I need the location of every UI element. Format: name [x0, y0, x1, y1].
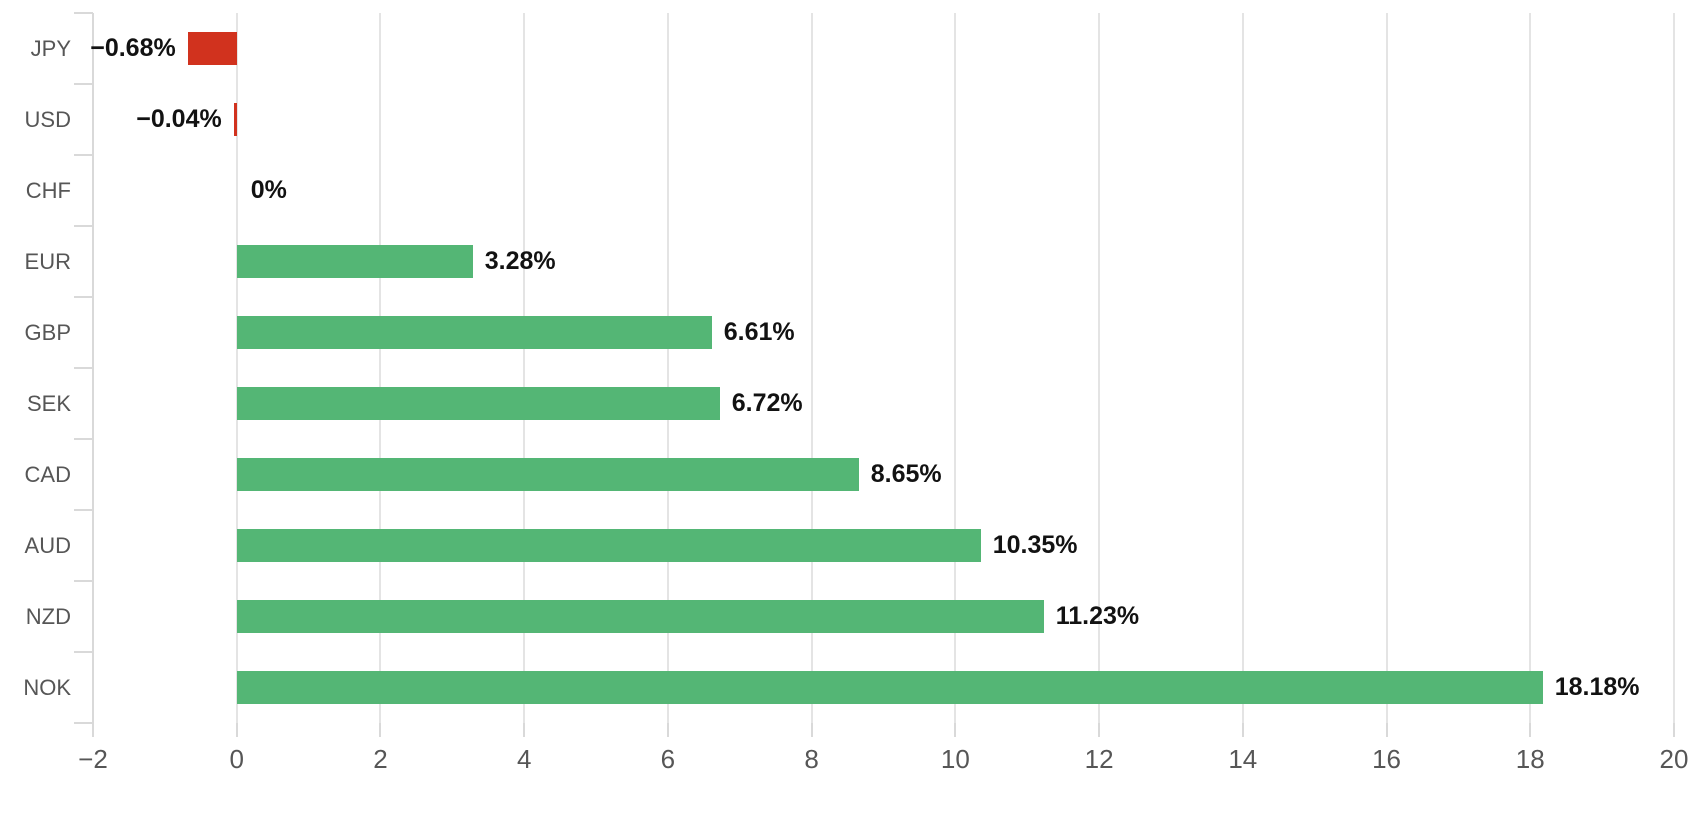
bar-gbp[interactable]	[236, 316, 712, 349]
gridline-6	[666, 13, 669, 723]
y-axis-tick-6	[74, 438, 93, 440]
category-label-sek: SEK	[26, 390, 71, 416]
bar-aud[interactable]	[236, 529, 981, 562]
x-tick-label-18: 18	[1515, 744, 1545, 774]
x-axis-tick-20	[1673, 723, 1675, 737]
value-label-cad: 8.65%	[870, 460, 942, 488]
y-axis-tick-3	[74, 225, 93, 227]
x-tick-label-16: 16	[1372, 744, 1401, 774]
y-axis-line	[92, 13, 94, 723]
x-tick-label-2: 2	[373, 744, 388, 774]
y-axis-tick-2	[74, 154, 93, 156]
bar-nzd[interactable]	[236, 600, 1044, 633]
category-label-jpy: JPY	[30, 35, 71, 61]
x-axis-tick-8	[810, 723, 813, 737]
y-axis-tick-9	[74, 651, 93, 653]
value-label-chf: 0%	[250, 176, 287, 204]
gridline-10	[954, 13, 957, 723]
y-axis-tick-7	[74, 509, 93, 511]
category-label-gbp: GBP	[24, 319, 71, 345]
gridline-12	[1098, 13, 1101, 723]
bar-eur[interactable]	[236, 245, 473, 278]
value-label-gbp: 6.61%	[723, 318, 795, 346]
gridline-14	[1241, 13, 1244, 723]
bar-cad[interactable]	[236, 458, 859, 491]
gridline-0	[235, 13, 238, 723]
category-label-aud: AUD	[24, 532, 71, 558]
x-tick-label--2: −2	[78, 744, 108, 774]
gridline-2	[379, 13, 382, 723]
bar-sek[interactable]	[236, 387, 720, 420]
bar-jpy[interactable]	[187, 32, 237, 65]
y-axis-tick-5	[74, 367, 93, 369]
y-axis-tick-8	[74, 580, 93, 582]
y-axis-tick-10	[74, 722, 93, 724]
category-label-usd: USD	[24, 106, 71, 132]
y-axis-tick-4	[74, 296, 93, 298]
value-label-jpy: −0.68%	[90, 34, 176, 62]
x-axis-tick--2	[92, 723, 94, 737]
category-label-chf: CHF	[25, 177, 71, 203]
x-tick-label-12: 12	[1084, 744, 1114, 774]
x-axis-tick-4	[523, 723, 526, 737]
value-label-usd: −0.04%	[136, 105, 222, 133]
gridline-20	[1673, 13, 1675, 723]
x-axis-tick-2	[379, 723, 382, 737]
x-axis-tick-16	[1385, 723, 1388, 737]
value-label-nok: 18.18%	[1554, 673, 1640, 701]
gridline-4	[523, 13, 526, 723]
value-label-sek: 6.72%	[731, 389, 803, 417]
plot-area: −2 0 2 4 6 8 10 12 14 16 18 20 JPY −0.68% USD −0.04% CHF…	[23, 12, 1688, 774]
value-label-eur: 3.28%	[484, 247, 556, 275]
x-axis-tick-18	[1529, 723, 1532, 737]
x-tick-label-20: 20	[1659, 744, 1689, 774]
x-tick-label-4: 4	[516, 744, 532, 774]
category-label-nok: NOK	[23, 674, 71, 700]
x-axis-tick-12	[1098, 723, 1101, 737]
y-axis-tick-0	[74, 12, 93, 14]
x-axis-tick-6	[666, 723, 669, 737]
gridline-18	[1529, 13, 1532, 723]
y-axis-tick-1	[74, 83, 93, 85]
bar-nok[interactable]	[236, 671, 1543, 704]
value-label-aud: 10.35%	[992, 531, 1078, 559]
x-axis-tick-14	[1241, 723, 1244, 737]
x-tick-label-14: 14	[1228, 744, 1258, 774]
x-tick-label-8: 8	[804, 744, 819, 774]
bar-usd[interactable]	[233, 103, 237, 136]
category-label-nzd: NZD	[25, 603, 71, 629]
x-tick-label-6: 6	[660, 744, 676, 774]
x-tick-label-0: 0	[229, 744, 244, 774]
x-axis-tick-10	[954, 723, 957, 737]
category-label-cad: CAD	[24, 461, 71, 487]
gridline-16	[1385, 13, 1388, 723]
x-tick-label-10: 10	[940, 744, 970, 774]
category-label-eur: EUR	[24, 248, 71, 274]
x-axis-tick-0	[235, 723, 238, 737]
value-label-nzd: 11.23%	[1055, 602, 1140, 630]
gridline-8	[810, 13, 813, 723]
